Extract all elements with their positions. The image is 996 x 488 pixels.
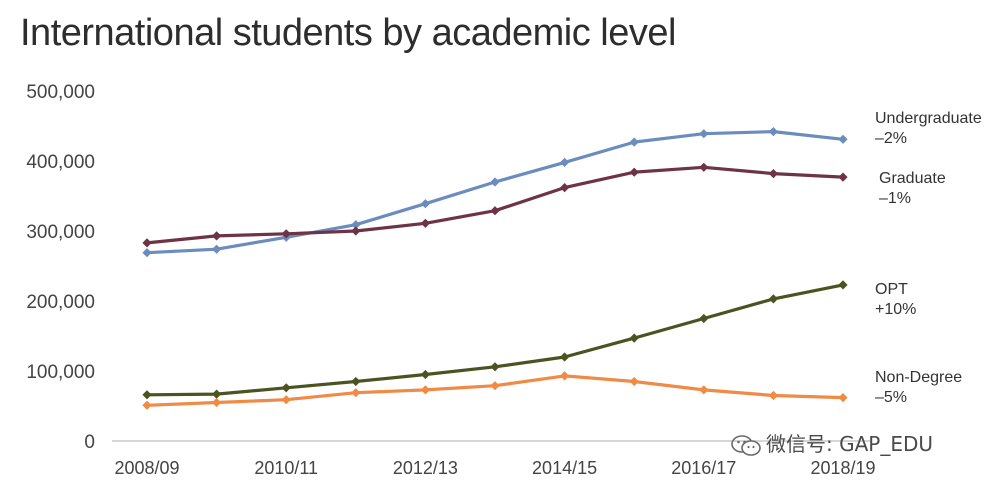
x-tick-label: 2012/13 <box>393 458 458 478</box>
data-point <box>838 393 848 403</box>
x-tick-label: 2014/15 <box>532 458 597 478</box>
chart-title: International students by academic level <box>20 12 676 54</box>
y-tick-label: 400,000 <box>26 152 95 173</box>
data-point <box>490 362 500 372</box>
data-point <box>560 371 570 381</box>
data-point <box>212 389 222 399</box>
series-undergraduate <box>142 127 848 258</box>
data-point <box>490 381 500 391</box>
y-tick-label: 100,000 <box>26 362 95 383</box>
x-tick-label: 2010/11 <box>254 458 318 478</box>
x-tick-label: 2016/17 <box>671 458 736 478</box>
data-point <box>351 220 361 230</box>
series-label-name: Undergraduate <box>875 110 982 127</box>
data-point <box>420 199 430 209</box>
series-label-change: –1% <box>879 190 911 207</box>
data-point <box>629 137 639 147</box>
data-point <box>142 238 152 248</box>
watermark: 微信号: GAP_EDU <box>730 428 933 458</box>
data-point <box>838 134 848 144</box>
series-label-name: Graduate <box>879 170 946 187</box>
data-point <box>629 167 639 177</box>
series-labels: Undergraduate –2% Graduate –1% OPT +10% Non-De… <box>875 110 982 406</box>
data-point <box>420 218 430 228</box>
series-graduate <box>142 162 848 248</box>
data-point <box>768 294 778 304</box>
series-non-degree <box>142 371 848 410</box>
data-point <box>142 248 152 258</box>
x-tick-label: 2008/09 <box>114 458 179 478</box>
data-point <box>699 162 709 172</box>
series-label-change: +10% <box>875 301 916 318</box>
data-point <box>629 333 639 343</box>
series-label-name: OPT <box>875 281 908 298</box>
y-tick-label: 0 <box>84 432 95 453</box>
data-point <box>629 376 639 387</box>
series-line-opt <box>146 283 844 397</box>
data-point <box>768 169 778 179</box>
data-point <box>490 206 500 216</box>
watermark-text: 微信号: GAP_EDU <box>766 432 934 456</box>
data-point <box>699 313 709 324</box>
series-label-change: –2% <box>875 130 907 147</box>
data-point <box>420 385 430 395</box>
data-point <box>351 388 361 398</box>
data-point <box>838 172 848 182</box>
data-point <box>420 369 430 380</box>
data-point <box>490 177 500 187</box>
data-point <box>768 127 778 137</box>
data-point <box>768 390 778 401</box>
data-point <box>560 183 570 193</box>
data-point <box>212 397 222 408</box>
data-point <box>699 385 709 395</box>
y-axis-ticks: 0 100,000 200,000 300,000 400,000 500,000 <box>26 82 95 453</box>
data-point <box>281 395 291 405</box>
data-point <box>838 280 848 290</box>
x-tick-label: 2018/19 <box>810 458 875 478</box>
data-point <box>281 229 291 239</box>
series-layer <box>142 127 848 410</box>
data-point <box>212 244 222 254</box>
y-tick-label: 500,000 <box>26 82 95 103</box>
data-point <box>699 129 709 139</box>
series-label-change: –5% <box>875 389 907 406</box>
data-point <box>560 352 570 362</box>
series-label-name: Non-Degree <box>875 369 962 386</box>
data-point <box>560 157 570 167</box>
data-point <box>351 376 361 387</box>
data-point <box>142 400 152 410</box>
data-point <box>212 231 222 241</box>
data-point <box>281 383 291 393</box>
data-point <box>142 390 152 400</box>
series-opt <box>142 280 848 400</box>
wechat-icon <box>731 434 761 456</box>
data-point <box>351 226 361 236</box>
y-tick-label: 300,000 <box>26 222 95 243</box>
y-tick-label: 200,000 <box>26 292 95 313</box>
x-axis-ticks: 2008/09 2010/11 2012/13 2014/15 2016/17 2018/… <box>114 458 875 478</box>
